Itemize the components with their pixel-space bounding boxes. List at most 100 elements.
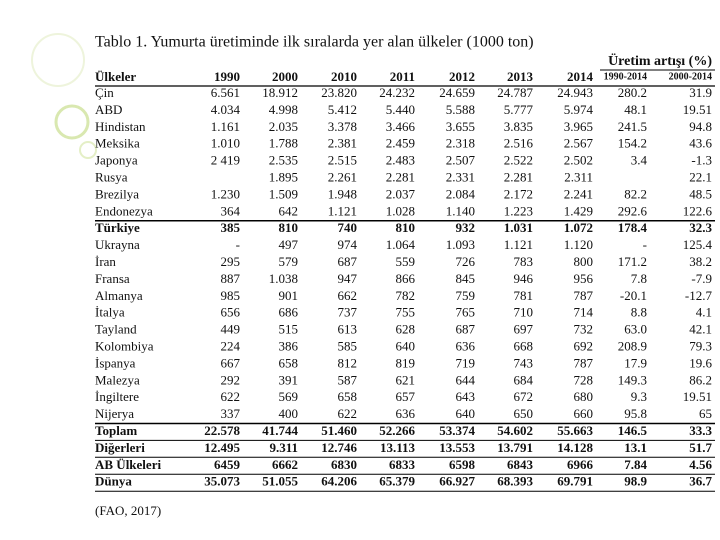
group-header: Üretim artışı (%)	[608, 52, 712, 69]
cell: 613	[338, 322, 358, 337]
cell: 51.055	[262, 474, 298, 489]
row-label: İtalya	[95, 305, 125, 320]
cell: 687	[456, 322, 476, 337]
cell: 224	[221, 338, 241, 353]
cell: 662	[338, 288, 358, 303]
column-header: 1990-2014	[604, 71, 647, 82]
cell: 64.206	[321, 474, 357, 489]
cell: 866	[396, 271, 416, 286]
cell: 901	[279, 288, 299, 303]
cell: 19.51	[683, 389, 712, 404]
row-label: Tayland	[95, 322, 137, 337]
cell: 1.031	[504, 220, 533, 235]
cell: 1.895	[269, 169, 298, 184]
decor-circle	[54, 104, 90, 140]
cell: 2.381	[328, 136, 357, 151]
cell: 5.777	[504, 102, 534, 117]
cell: 2.507	[446, 153, 476, 168]
row-label: Toplam	[95, 423, 137, 438]
cell: 125.4	[683, 237, 713, 252]
cell: 66.927	[439, 474, 475, 489]
cell: 497	[279, 237, 299, 252]
cell: 17.9	[624, 355, 647, 370]
cell: 65.379	[379, 474, 415, 489]
row-label: Brezilya	[95, 186, 139, 201]
cell: 587	[338, 372, 358, 387]
cell: 4.034	[211, 102, 241, 117]
decor-circle	[31, 33, 85, 87]
cell: 579	[279, 254, 299, 269]
cell: 9.311	[269, 440, 298, 455]
row-label: ABD	[95, 102, 122, 117]
cell: 800	[574, 254, 594, 269]
cell: 6662	[272, 457, 298, 472]
row-label: İngiltere	[95, 389, 139, 404]
cell: 887	[221, 271, 241, 286]
cell: 946	[514, 271, 534, 286]
cell: 23.820	[321, 85, 357, 100]
cell: 42.1	[689, 322, 712, 337]
cell: 783	[514, 254, 534, 269]
column-header: 2011	[390, 69, 415, 84]
cell: 171.2	[618, 254, 647, 269]
cell: 636	[396, 406, 416, 421]
cell: 292.6	[618, 203, 648, 218]
cell: 6598	[449, 457, 476, 472]
column-header: 2014	[567, 69, 594, 84]
row-label: Meksika	[95, 136, 140, 151]
cell: 1.028	[386, 203, 415, 218]
cell: 1.140	[446, 203, 475, 218]
cell: 680	[574, 389, 594, 404]
cell: 19.51	[683, 102, 712, 117]
cell: 95.8	[624, 406, 647, 421]
cell: 668	[514, 338, 534, 353]
row-label: AB Ülkeleri	[95, 457, 161, 472]
cell: 636	[456, 338, 476, 353]
cell: 1.120	[564, 237, 593, 252]
cell: -12.7	[685, 288, 713, 303]
cell: 667	[221, 355, 241, 370]
cell: 1.093	[446, 237, 475, 252]
row-label: Çin	[95, 85, 114, 100]
cell: 5.588	[446, 102, 475, 117]
cell: 53.374	[439, 423, 475, 438]
cell: 6830	[331, 457, 357, 472]
cell: 1.010	[211, 136, 240, 151]
cell: 33.3	[689, 423, 712, 438]
cell: 819	[396, 355, 416, 370]
cell: 68.393	[497, 474, 533, 489]
cell: 19.6	[689, 355, 712, 370]
cell: 48.1	[624, 102, 647, 117]
row-label: Hindistan	[95, 119, 146, 134]
cell: 24.943	[557, 85, 593, 100]
column-header: 2010	[331, 69, 357, 84]
column-header: 2013	[507, 69, 534, 84]
cell: 82.2	[624, 186, 647, 201]
cell: 2.459	[386, 136, 415, 151]
row-label: Endonezya	[95, 203, 153, 218]
cell: 2.483	[386, 153, 415, 168]
cell: 13.553	[439, 440, 475, 455]
cell: 732	[574, 322, 594, 337]
row-label: Diğerleri	[95, 440, 145, 455]
cell: -	[236, 237, 240, 252]
cell: 755	[396, 305, 416, 320]
cell: 932	[456, 220, 476, 235]
cell: 208.9	[618, 338, 647, 353]
cell: 759	[456, 288, 476, 303]
cell: 38.2	[689, 254, 712, 269]
cell: 3.835	[504, 119, 533, 134]
cell: 956	[574, 271, 594, 286]
cell: 3.466	[386, 119, 416, 134]
cell: -1.3	[691, 153, 712, 168]
cell: 178.4	[618, 220, 648, 235]
cell: 51.460	[321, 423, 357, 438]
cell: 643	[456, 389, 476, 404]
cell: 4.1	[696, 305, 712, 320]
cell: 449	[221, 322, 241, 337]
cell: 726	[456, 254, 476, 269]
cell: 337	[221, 406, 241, 421]
cell: 4.998	[269, 102, 298, 117]
cell: 86.2	[689, 372, 712, 387]
